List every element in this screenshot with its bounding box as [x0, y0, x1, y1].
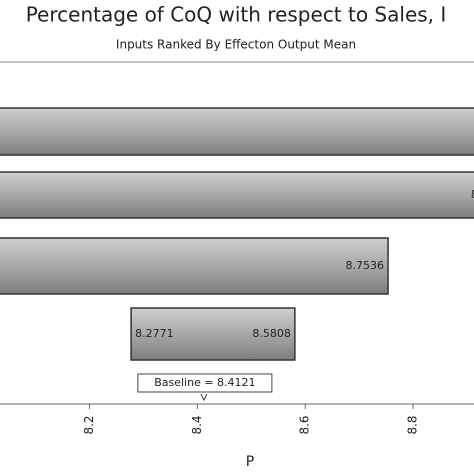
x-tick-label: 8.8: [406, 415, 420, 434]
chart-subtitle: Inputs Ranked By Effecton Output Mean: [116, 38, 356, 52]
bar: [0, 237, 389, 295]
chart-title: Percentage of CoQ with respect to Sales,…: [26, 3, 447, 27]
baseline-marker: [200, 393, 208, 402]
bar: [0, 171, 474, 219]
baseline-label: Baseline = 8.4121: [154, 376, 255, 389]
bar-high-label: 8.5808: [252, 327, 291, 340]
bar: [130, 307, 296, 361]
baseline-box: [137, 373, 273, 393]
bar-high-label: 8.96: [471, 188, 474, 201]
x-tick-label: 8.4: [190, 415, 204, 434]
x-tick-label: 8.2: [82, 415, 96, 434]
x-tick-label: 8.6: [298, 415, 312, 434]
bar: [0, 107, 474, 156]
x-axis-label: P: [246, 454, 254, 470]
bar-high-label: 8.7536: [346, 259, 385, 272]
bar-low-label: 8.2771: [135, 327, 174, 340]
